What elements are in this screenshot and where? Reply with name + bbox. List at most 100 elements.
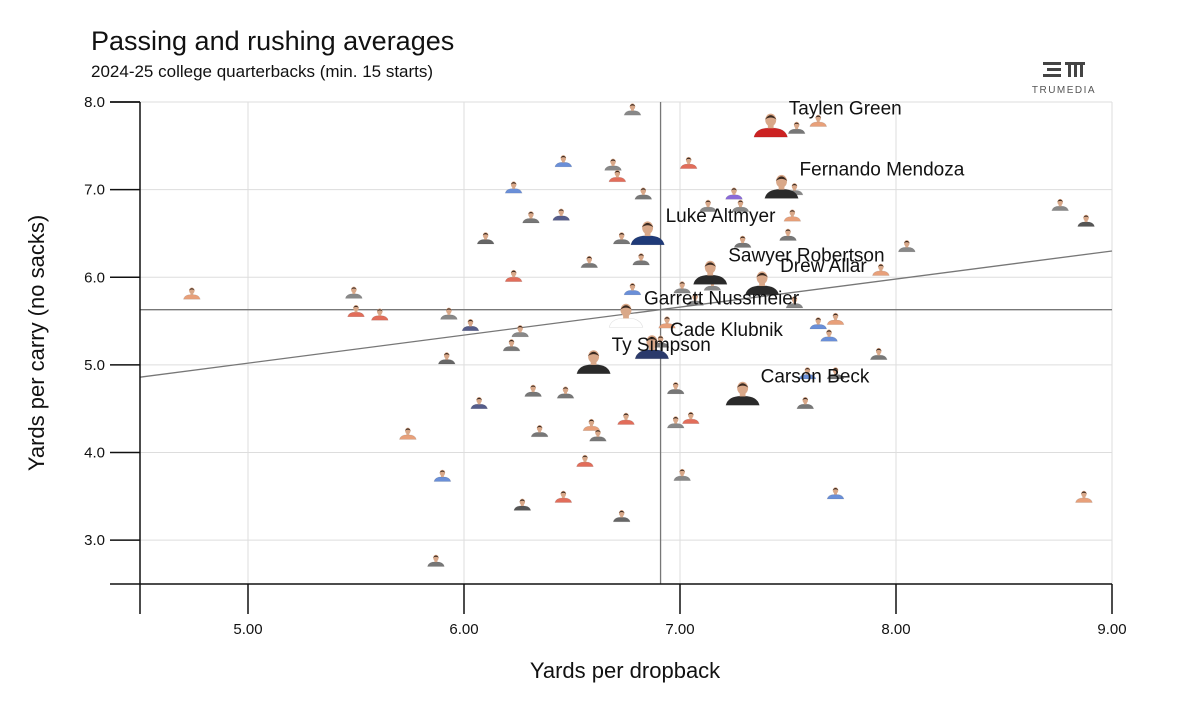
player-hair: [558, 209, 565, 212]
player-hair: [595, 430, 601, 433]
player-jersey: [427, 561, 445, 567]
player-point: [524, 384, 542, 397]
player-hair: [832, 313, 839, 316]
player-neck: [649, 346, 655, 351]
player-point: [370, 308, 389, 321]
player-point: [783, 209, 802, 222]
player-point: [604, 158, 622, 171]
player-hair: [679, 469, 686, 472]
highlight-player-point: [744, 271, 780, 296]
player-point: [556, 386, 575, 399]
player-neck: [659, 341, 662, 343]
player-point: [608, 170, 627, 183]
player-hair: [640, 188, 647, 191]
player-jersey: [1077, 221, 1095, 227]
player-jersey: [666, 388, 685, 395]
x-tick-label: 5.00: [233, 621, 262, 638]
player-name-label: Carson Beck: [761, 366, 870, 387]
player-neck: [538, 430, 542, 433]
player-jersey: [554, 162, 573, 168]
player-name-label: Garrett Nussmeier: [644, 288, 800, 309]
player-point: [504, 181, 523, 194]
player-hair: [646, 336, 658, 342]
player-name-label: Ty Simpson: [612, 335, 711, 356]
player-jersey: [753, 127, 788, 138]
player-name-label: Taylen Green: [789, 98, 902, 119]
player-point: [427, 554, 445, 567]
player-hair: [562, 387, 569, 390]
player-neck: [707, 272, 714, 276]
player-hair: [443, 353, 450, 356]
x-tick-label: 9.00: [1097, 621, 1126, 638]
player-point: [554, 490, 573, 503]
player-point: [1075, 490, 1093, 503]
player-point: [513, 498, 532, 511]
brand-name: TRUMEDIA: [1031, 85, 1097, 96]
player-jersey: [623, 110, 642, 116]
player-hair: [629, 104, 636, 107]
player-jersey: [433, 476, 452, 482]
player-point: [679, 156, 698, 169]
player-hair: [376, 309, 383, 312]
player-neck: [1058, 204, 1062, 207]
player-neck: [596, 435, 600, 437]
player-hair: [731, 188, 737, 191]
player-neck: [816, 120, 820, 123]
player-hair: [1083, 215, 1089, 218]
player-hair: [618, 232, 625, 236]
player-point: [658, 316, 676, 329]
player-jersey: [513, 505, 532, 511]
player-hair: [582, 455, 588, 458]
player-hair: [704, 262, 716, 267]
player-jersey: [502, 346, 521, 352]
player-neck: [445, 357, 449, 360]
player-neck: [680, 286, 684, 289]
player-jersey: [617, 419, 635, 425]
player-jersey: [809, 324, 828, 330]
player-point: [898, 240, 916, 253]
player-neck: [739, 392, 746, 397]
player-hair: [802, 397, 809, 400]
player-neck: [790, 215, 794, 217]
player-point: [869, 347, 888, 360]
player-hair: [878, 264, 884, 267]
player-neck: [631, 109, 634, 111]
player-hair: [530, 385, 536, 388]
player-hair: [657, 336, 664, 339]
player-hair: [664, 317, 670, 320]
player-point: [530, 425, 549, 438]
player-neck: [806, 372, 809, 375]
player-point: [554, 155, 573, 168]
player-point: [437, 352, 456, 365]
player-neck: [778, 186, 785, 190]
player-jersey: [630, 235, 665, 246]
player-hair: [614, 170, 621, 173]
player-neck: [611, 164, 615, 166]
player-hair: [620, 305, 632, 310]
player-neck: [559, 214, 563, 216]
player-neck: [520, 504, 524, 507]
player-hair: [826, 330, 832, 333]
player-point: [504, 269, 523, 282]
chart-subtitle: 2024-25 college quarterbacks (min. 15 st…: [91, 62, 434, 81]
y-tick-label: 5.0: [84, 357, 105, 374]
player-neck: [477, 402, 481, 405]
player-point: [826, 312, 845, 325]
player-jersey: [666, 423, 685, 429]
y-tick-label: 4.0: [84, 445, 105, 462]
player-point: [796, 396, 815, 410]
player-neck: [741, 241, 745, 244]
player-point: [809, 317, 828, 330]
player-point: [617, 412, 635, 425]
player-neck: [674, 387, 678, 390]
player-point: [632, 253, 650, 266]
player-neck: [590, 424, 593, 427]
player-neck: [816, 322, 820, 325]
player-hair: [791, 183, 798, 187]
y-axis-title: Yards per carry (no sacks): [24, 215, 49, 471]
player-jersey: [522, 218, 540, 224]
player-hair: [586, 256, 593, 259]
player-hair: [687, 412, 694, 415]
player-point: [440, 307, 458, 320]
player-neck: [674, 421, 678, 424]
